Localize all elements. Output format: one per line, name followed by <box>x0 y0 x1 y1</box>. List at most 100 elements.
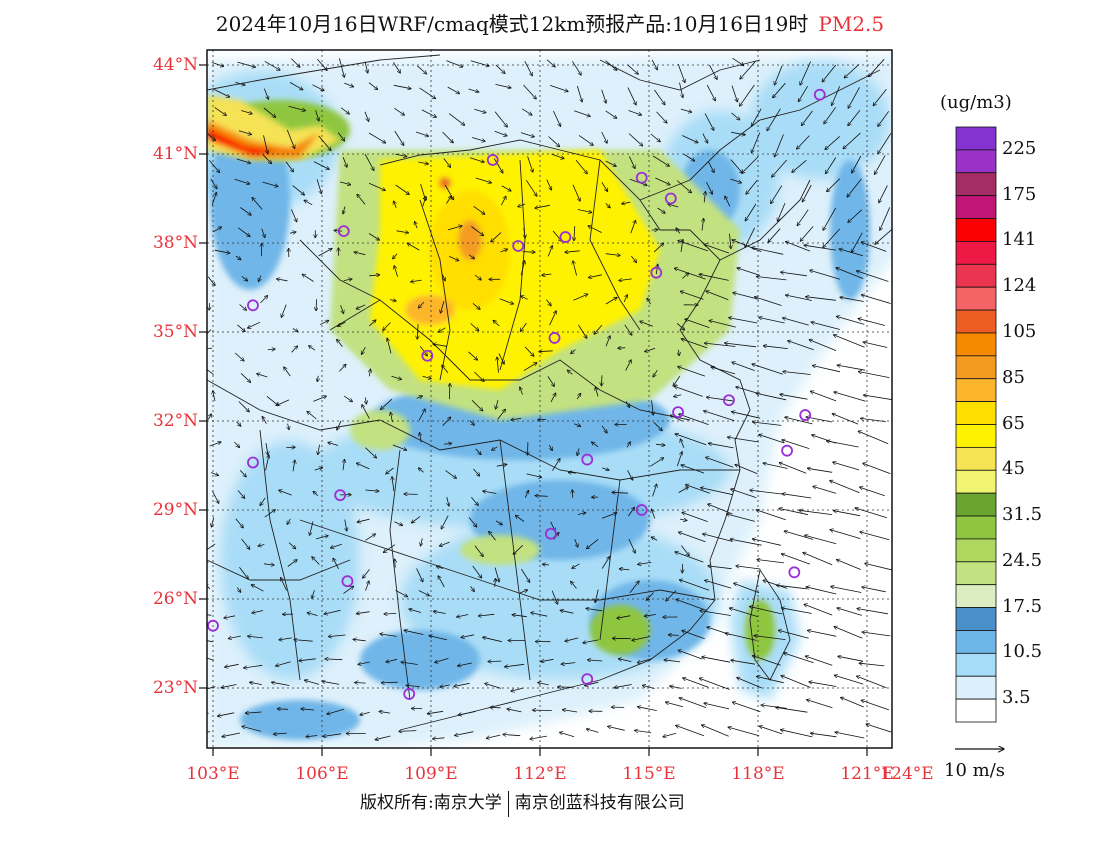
wind-arrow <box>677 63 685 83</box>
wind-arrow <box>750 490 783 495</box>
colorbar-swatch <box>955 149 997 174</box>
wind-arrow <box>443 274 446 281</box>
wind-arrow <box>601 89 607 104</box>
wind-arrow <box>711 367 736 375</box>
wind-arrow <box>763 580 788 589</box>
wind-arrow <box>207 329 212 335</box>
wind-arrow <box>535 204 550 208</box>
wind-arrow <box>472 565 482 578</box>
wind-arrow <box>418 409 425 421</box>
wind-arrow <box>578 324 587 339</box>
wind-arrow <box>343 206 345 214</box>
wind-arrow <box>393 62 400 73</box>
wind-arrow <box>863 463 891 475</box>
colorbar-tick-label: 175 <box>1002 183 1037 205</box>
colorbar-swatch <box>955 241 997 265</box>
lon-label: 124°E <box>880 764 934 784</box>
wind-arrow <box>706 291 729 301</box>
wind-arrow <box>447 86 460 94</box>
wind-arrow <box>360 711 370 715</box>
wind-arrow <box>560 732 575 738</box>
wind-arrow <box>825 157 837 174</box>
wind-arrow <box>549 444 552 451</box>
wind-arrow <box>217 712 235 716</box>
wind-arrow <box>315 536 328 540</box>
wind-arrow <box>279 638 292 640</box>
wind-arrow <box>521 296 528 300</box>
wind-arrow <box>752 108 762 126</box>
wind-arrow <box>343 586 354 594</box>
wind-arrow <box>731 85 738 102</box>
wind-arrow <box>271 682 290 686</box>
wind-arrow <box>800 226 814 241</box>
lon-label: 109°E <box>404 764 458 784</box>
city-marker <box>635 171 648 184</box>
wind-arrow <box>234 352 244 361</box>
wind-arrow <box>701 725 729 737</box>
wind-arrow <box>551 153 565 159</box>
wind-arrow <box>304 680 320 685</box>
colorbar-swatch <box>955 401 997 425</box>
wind-arrow <box>475 448 481 455</box>
city-marker <box>581 453 594 466</box>
wind-arrow <box>601 131 608 143</box>
wind-arrow <box>768 228 781 243</box>
wind-arrow <box>449 383 450 400</box>
wind-arrow <box>804 245 836 251</box>
wind-arrow <box>486 734 501 738</box>
wind-arrow <box>526 473 542 478</box>
wind-arrow <box>857 676 887 689</box>
wind-arrow <box>286 129 294 149</box>
wind-arrow <box>312 589 315 598</box>
wind-arrow <box>595 387 599 397</box>
wind-arrow <box>674 395 682 397</box>
wind-arrow <box>731 660 756 665</box>
wind-arrow <box>421 538 423 546</box>
wind-arrow <box>781 554 811 565</box>
wind-arrow <box>497 357 499 373</box>
wind-arrow <box>777 202 786 221</box>
wind-arrow <box>700 611 731 616</box>
wind-arrow <box>416 396 423 398</box>
wind-arrow <box>679 414 709 425</box>
colorbar-tick-label: 17.5 <box>1002 595 1043 617</box>
lon-label: 118°E <box>731 764 785 784</box>
wind-arrow <box>679 698 707 708</box>
wind-arrow <box>290 232 296 233</box>
wind-arrow <box>470 323 479 331</box>
wind-arrow <box>211 517 213 527</box>
wind-arrow <box>471 226 483 236</box>
wind-arrow <box>415 131 429 136</box>
wind-arrow <box>756 510 786 521</box>
wind-arrow <box>861 295 891 304</box>
wind-arrow <box>680 545 689 556</box>
wind-arrow <box>472 137 485 142</box>
wind-arrow <box>750 607 783 615</box>
colorbar-swatch <box>955 332 997 357</box>
wind-arrow <box>880 207 891 230</box>
wind-arrow <box>291 209 296 222</box>
wind-arrow <box>683 678 709 688</box>
wind-arrow <box>824 107 837 124</box>
wind-arrow <box>585 681 599 686</box>
wind-arrow <box>740 60 757 79</box>
wind-arrow <box>386 467 394 474</box>
city-markers <box>207 88 826 700</box>
wind-arrow <box>394 201 397 209</box>
wind-arrow <box>207 640 213 643</box>
wind-arrow <box>873 89 887 105</box>
wind-arrow <box>601 513 617 519</box>
city-marker <box>788 566 801 579</box>
wind-arrow <box>241 110 252 114</box>
wind-arrow <box>776 585 807 590</box>
wind-arrow <box>861 700 890 711</box>
wind-arrow <box>751 132 761 153</box>
wind-arrow <box>562 710 578 713</box>
wind-arrow <box>473 205 485 214</box>
wind-arrow <box>622 202 631 204</box>
wind-arrow <box>401 662 418 665</box>
wind-arrow <box>440 301 445 313</box>
wind-arrow <box>740 84 755 106</box>
wind-arrow <box>365 490 379 491</box>
wind-arrow <box>676 725 705 737</box>
